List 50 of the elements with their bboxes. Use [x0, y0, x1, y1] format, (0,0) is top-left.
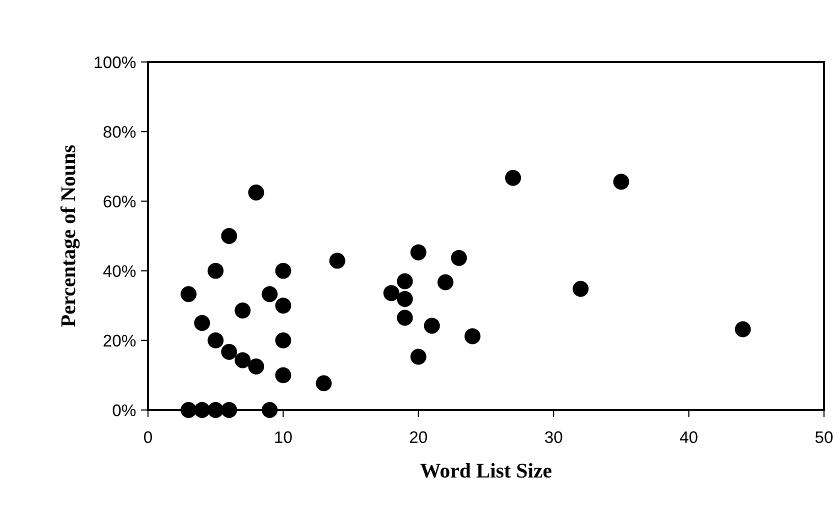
point	[208, 262, 224, 279]
point	[248, 358, 264, 374]
point	[221, 228, 238, 244]
x-tick-label: 30	[544, 431, 562, 444]
point	[613, 174, 630, 190]
point	[194, 315, 210, 331]
y-axis-title: Percentage of Nouns	[60, 145, 80, 327]
point	[262, 286, 278, 302]
y-tick-label: 80%	[104, 126, 136, 138]
point	[572, 280, 589, 297]
point	[437, 274, 454, 290]
point	[248, 184, 264, 200]
point	[208, 332, 224, 348]
point	[505, 170, 522, 186]
point	[275, 367, 292, 384]
x-tick-label: 20	[410, 431, 428, 444]
y-tick-label: 100%	[94, 56, 136, 68]
point	[275, 262, 292, 279]
x-axis-title: Word List Size	[420, 463, 552, 478]
point	[234, 352, 251, 368]
y-tick-label: 20%	[104, 334, 136, 347]
point	[734, 321, 751, 338]
point	[275, 332, 292, 348]
x-tick-label: 0	[144, 431, 152, 444]
point	[464, 328, 480, 344]
y-tick-label: 40%	[103, 265, 136, 278]
y-tick-label: 0%	[112, 404, 136, 416]
x-tick-label: 10	[275, 431, 292, 444]
point	[383, 285, 400, 302]
point	[396, 273, 413, 290]
point	[234, 302, 251, 318]
point	[316, 375, 332, 392]
x-tick-label: 50	[815, 431, 833, 444]
point	[410, 244, 426, 260]
point	[180, 286, 197, 302]
point	[180, 402, 197, 418]
point	[329, 252, 346, 269]
point	[262, 402, 278, 418]
point	[410, 348, 426, 365]
point	[424, 318, 440, 334]
point	[221, 402, 238, 418]
x-tick-label: 40	[680, 431, 698, 444]
point	[450, 250, 467, 266]
point	[275, 298, 292, 314]
y-tick-label: 60%	[104, 196, 136, 208]
point	[396, 291, 413, 307]
point	[194, 402, 210, 418]
point	[208, 402, 224, 418]
point	[396, 310, 413, 326]
point	[221, 344, 238, 360]
